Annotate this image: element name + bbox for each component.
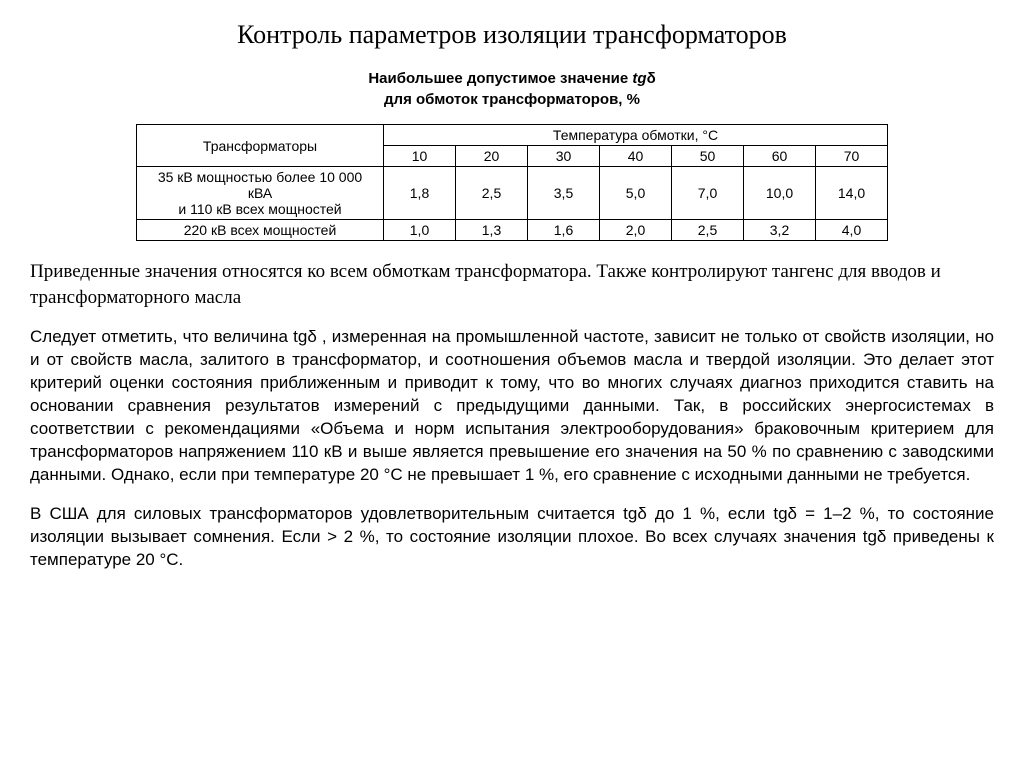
cell: 14,0 (816, 167, 888, 220)
label-line: 35 кВ мощностью более 10 000 (158, 169, 362, 185)
table-caption: Наибольшее допустимое значение tgδ для о… (30, 68, 994, 110)
cell: 2,5 (456, 167, 528, 220)
cell: 1,8 (384, 167, 456, 220)
label-line: кВА (248, 185, 272, 201)
table-header-row: Трансформаторы Температура обмотки, °С (137, 125, 888, 146)
paragraph-1: Приведенные значения относятся ко всем о… (30, 259, 994, 310)
temp-col: 40 (600, 146, 672, 167)
label-line: и 110 кВ всех мощностей (178, 201, 341, 217)
cell: 7,0 (672, 167, 744, 220)
row-label: 220 кВ всех мощностей (137, 220, 384, 241)
cell: 3,2 (744, 220, 816, 241)
row-label: 35 кВ мощностью более 10 000 кВА и 110 к… (137, 167, 384, 220)
cell: 3,5 (528, 167, 600, 220)
paragraph-2: Следует отметить, что величина tgδ , изм… (30, 326, 994, 487)
data-table: Трансформаторы Температура обмотки, °С 1… (136, 124, 888, 241)
caption-delta: δ (647, 70, 656, 87)
cell: 10,0 (744, 167, 816, 220)
cell: 2,0 (600, 220, 672, 241)
caption-tg: tg (632, 70, 646, 87)
table-row: 35 кВ мощностью более 10 000 кВА и 110 к… (137, 167, 888, 220)
table-row: 220 кВ всех мощностей 1,0 1,3 1,6 2,0 2,… (137, 220, 888, 241)
paragraph-3: В США для силовых трансформаторов удовле… (30, 503, 994, 572)
cell: 1,6 (528, 220, 600, 241)
caption-line2: для обмоток трансформаторов, % (384, 91, 640, 108)
caption-line1-prefix: Наибольшее допустимое значение (368, 70, 632, 87)
cell: 2,5 (672, 220, 744, 241)
temp-col: 10 (384, 146, 456, 167)
cell: 1,3 (456, 220, 528, 241)
page-title: Контроль параметров изоляции трансформат… (30, 20, 994, 50)
cell: 5,0 (600, 167, 672, 220)
temp-col: 60 (744, 146, 816, 167)
header-temperature: Температура обмотки, °С (384, 125, 888, 146)
header-transformers: Трансформаторы (137, 125, 384, 167)
temp-col: 20 (456, 146, 528, 167)
cell: 4,0 (816, 220, 888, 241)
cell: 1,0 (384, 220, 456, 241)
temp-col: 50 (672, 146, 744, 167)
temp-col: 70 (816, 146, 888, 167)
temp-col: 30 (528, 146, 600, 167)
